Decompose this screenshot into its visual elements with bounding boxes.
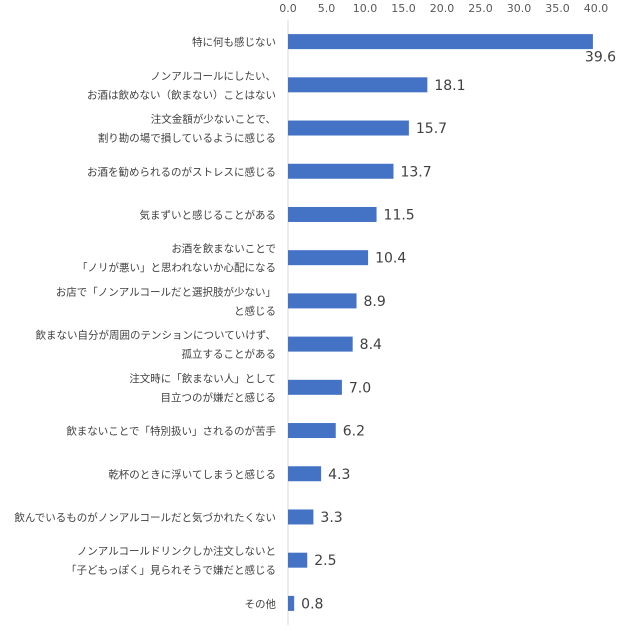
bar: [288, 250, 369, 266]
bar: [288, 293, 357, 309]
data-label: 10.4: [375, 251, 406, 267]
data-label: 7.0: [349, 380, 371, 396]
data-label: 6.2: [343, 424, 365, 440]
data-label: 3.3: [320, 510, 342, 526]
x-tick-label: 0.0: [279, 2, 297, 15]
x-tick-label: 5.0: [318, 2, 336, 15]
bar: [288, 34, 593, 50]
category-label: 気まずいと感じることがある: [140, 208, 277, 221]
category-label: お酒を勧められるのがストレスに感じる: [87, 165, 276, 178]
category-label: お店で「ノンアルコールだと選択肢が少ない」と感じる: [56, 285, 276, 317]
data-label: 15.7: [416, 121, 447, 137]
bar: [288, 552, 308, 568]
category-label: ノンアルコールドリンクしか注文しないと「子どもっぽく」見られそうで嫌だと感じる: [66, 545, 276, 577]
bar: [288, 120, 409, 136]
category-label: その他: [245, 597, 277, 610]
x-tick-label: 35.0: [545, 2, 570, 15]
category-label: 飲まない自分が周囲のテンションについていけず、孤立することがある: [36, 329, 276, 361]
bar: [288, 509, 314, 525]
x-tick-label: 25.0: [468, 2, 493, 15]
x-tick-label: 15.0: [391, 2, 416, 15]
x-axis-ticks: 0.0 5.0 10.0 15.0 20.0 25.0 30.0 35.0 40.0: [279, 2, 608, 15]
category-label: 飲んでいるものがノンアルコールだと気づかれたくない: [14, 511, 276, 524]
data-label: 13.7: [400, 164, 431, 180]
bar: [288, 163, 394, 179]
x-tick-label: 30.0: [507, 2, 532, 15]
category-label: お酒を飲まないことで「ノリが悪い」と思われないか心配になる: [77, 242, 276, 274]
category-label: ノンアルコールにしたい、お酒は飲めない（飲まない）ことはない: [87, 70, 276, 101]
data-label: 39.6: [585, 50, 616, 66]
bar: [288, 336, 353, 352]
bar: [288, 77, 428, 93]
data-label: 2.5: [314, 553, 336, 569]
data-label: 8.9: [364, 294, 386, 310]
bar: [288, 206, 377, 222]
bar: [288, 423, 336, 439]
category-label: 特に何も感じない: [192, 36, 276, 49]
category-label: 注文金額が少ないことで、割り勘の場で損しているように感じる: [98, 113, 276, 145]
data-label: 4.3: [328, 467, 350, 483]
x-tick-label: 40.0: [584, 2, 609, 15]
data-label: 11.5: [384, 207, 415, 223]
data-label: 18.1: [434, 78, 465, 94]
bar: [288, 466, 322, 482]
bar: [288, 379, 342, 395]
data-label: 8.4: [360, 337, 382, 353]
category-labels: 特に何も感じないノンアルコールにしたい、お酒は飲めない（飲まない）ことはない注文…: [14, 36, 276, 611]
x-tick-label: 10.0: [353, 2, 378, 15]
data-labels: 39.6 18.1 15.7 13.7 11.5 10.4 8.9 8.4 7.0 6.2 4.3 3…: [301, 50, 616, 613]
bar: [288, 595, 295, 611]
x-tick-label: 20.0: [430, 2, 455, 15]
category-label: 飲まないことで「特別扱い」されるのが苦手: [66, 425, 276, 438]
bars: [288, 34, 593, 611]
category-label: 乾杯のときに浮いてしまうと感じる: [108, 468, 276, 481]
data-label: 0.8: [301, 596, 323, 612]
category-label: 注文時に「飲まない人」として目立つのが嫌だと感じる: [129, 372, 276, 404]
